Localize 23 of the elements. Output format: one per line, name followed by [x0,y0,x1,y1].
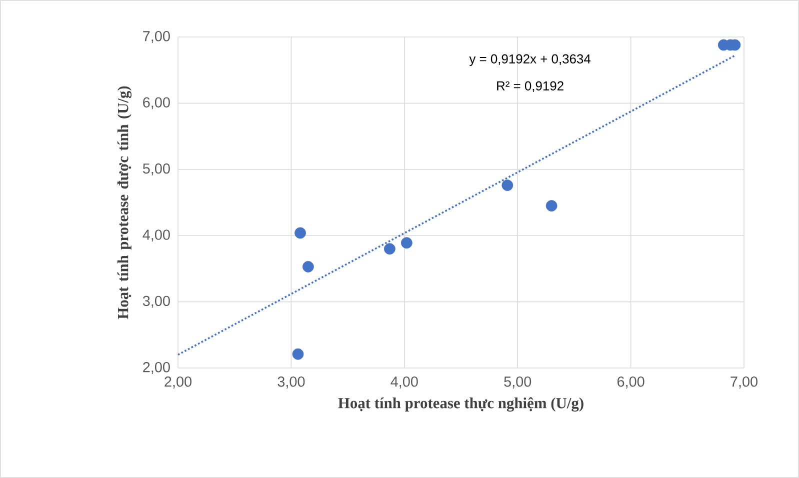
x-tick-label: 3,00 [278,376,305,388]
annotation: y = 0,9192x + 0,3634 [469,54,591,66]
point [502,180,514,191]
annotation: R² = 0,9192 [497,81,564,92]
x-tick-label: 4,00 [390,376,418,388]
x-tick-label: 6,00 [617,376,644,388]
y-tick-label: 7,00 [143,31,170,43]
point [384,243,396,255]
x-tick-label: 5,00 [504,376,532,388]
y-tick-label: 3,00 [142,296,170,308]
point [400,237,412,249]
point [302,261,314,272]
point [546,200,558,212]
x-axis-title: Hoạt tính protease thực nghiệm (U/g) [338,397,584,412]
x-tick-label: 2,00 [164,376,192,388]
point [294,227,306,239]
point [292,348,304,360]
y-tick-label: 5,00 [142,163,170,176]
x-tick-label: 7,00 [730,376,758,388]
y-tick-label: 4,00 [142,230,170,242]
y-axis-title: Hoạt tính protease được tính (U/g) [117,86,132,320]
y-tick-label: 6,00 [143,97,170,110]
y-tick-label: 2,00 [143,362,170,374]
